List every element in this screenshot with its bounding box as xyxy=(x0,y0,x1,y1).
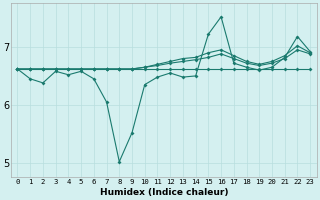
X-axis label: Humidex (Indice chaleur): Humidex (Indice chaleur) xyxy=(100,188,228,197)
